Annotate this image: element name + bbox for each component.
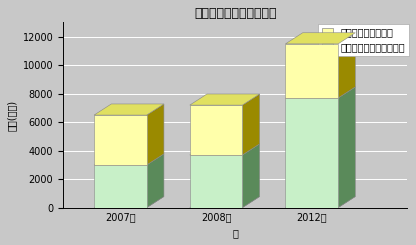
Polygon shape bbox=[94, 196, 164, 208]
Legend: モバイルコンテンツ, モバイルソリューション: モバイルコンテンツ, モバイルソリューション bbox=[318, 24, 409, 56]
Polygon shape bbox=[94, 115, 147, 165]
Polygon shape bbox=[243, 144, 260, 208]
Polygon shape bbox=[285, 196, 355, 208]
Polygon shape bbox=[285, 33, 355, 44]
Title: モバイル産業の市場視模: モバイル産業の市場視模 bbox=[194, 7, 277, 20]
Polygon shape bbox=[243, 94, 260, 155]
Polygon shape bbox=[285, 87, 355, 98]
Polygon shape bbox=[338, 33, 355, 98]
Polygon shape bbox=[190, 196, 260, 208]
Polygon shape bbox=[94, 165, 147, 208]
Y-axis label: 金額(億円): 金額(億円) bbox=[7, 99, 17, 131]
Polygon shape bbox=[285, 44, 338, 98]
Polygon shape bbox=[147, 104, 164, 165]
Polygon shape bbox=[190, 144, 260, 155]
Polygon shape bbox=[94, 154, 164, 165]
Polygon shape bbox=[190, 94, 260, 105]
Polygon shape bbox=[285, 98, 338, 208]
Polygon shape bbox=[147, 154, 164, 208]
X-axis label: 年: 年 bbox=[232, 228, 238, 238]
Polygon shape bbox=[190, 155, 243, 208]
Polygon shape bbox=[190, 105, 243, 155]
Polygon shape bbox=[94, 104, 164, 115]
Polygon shape bbox=[338, 87, 355, 208]
